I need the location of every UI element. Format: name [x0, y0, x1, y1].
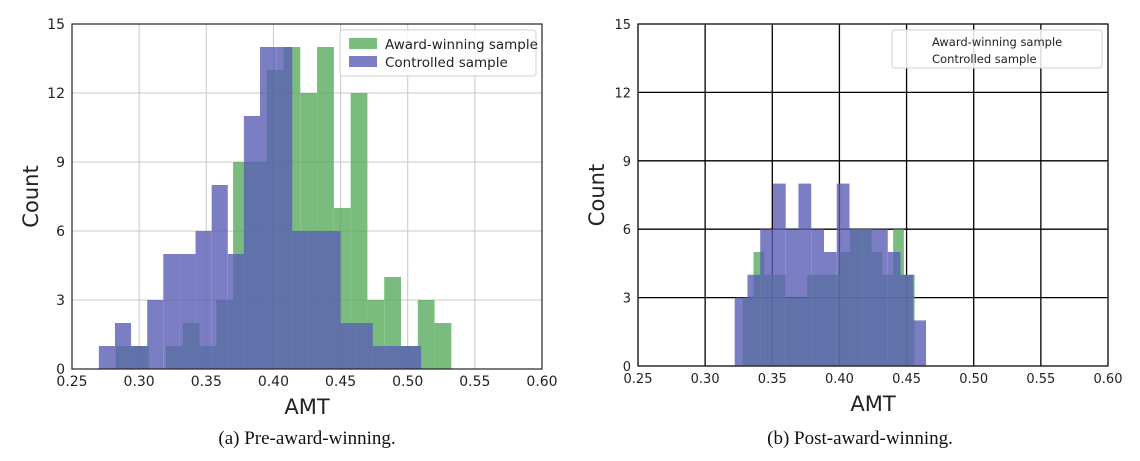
histogram-bar: [417, 300, 435, 369]
legend: Award-winning sample Controlled sample: [891, 29, 1103, 69]
x-tick-label: 0.35: [191, 374, 222, 390]
histogram-bar: [388, 346, 406, 369]
x-tick-label: 0.55: [459, 374, 490, 390]
histogram-bar: [405, 346, 422, 369]
histogram-bar: [227, 254, 244, 369]
legend: Award-winning sample Controlled sample: [339, 29, 538, 77]
histogram-bar: [849, 229, 863, 366]
x-tick-label: 0.45: [892, 372, 921, 387]
x-axis-label: AMT: [850, 392, 895, 416]
legend-label: Award-winning sample: [932, 35, 1062, 49]
y-tick-label: 0: [623, 360, 631, 375]
x-tick-label: 0.60: [1094, 372, 1123, 387]
y-tick-label: 3: [623, 292, 631, 307]
chart-pre-award: 0.25 0.30 0.35 0.40 0.45 0.50 0.55 0.60 0 3 6 9 12 15…: [19, 17, 558, 419]
histogram-bar: [875, 229, 888, 366]
legend-label: Award-winning sample: [385, 37, 538, 53]
x-tick-label: 0.40: [258, 374, 289, 390]
x-tick-label: 0.50: [959, 372, 988, 387]
histogram-bar: [114, 323, 132, 369]
histogram-bar: [747, 274, 761, 366]
histogram-bar: [131, 346, 148, 369]
histogram-bar: [340, 323, 357, 369]
histogram-bar: [862, 229, 876, 366]
histogram-bar: [195, 231, 212, 369]
histogram-bar: [823, 252, 837, 366]
caption-post-award: (b) Post-award-winning.: [767, 428, 953, 449]
histogram-bar: [356, 323, 373, 369]
legend-box: [339, 29, 537, 77]
chart-post-award: 0.25 0.30 0.35 0.40 0.45 0.50 0.55 0.60 0 3 6 9 12 15…: [585, 18, 1122, 416]
x-tick-label: 0.25: [624, 372, 653, 387]
y-tick-label: 12: [47, 86, 65, 102]
legend-box: [891, 29, 1103, 69]
histogram-bar: [324, 231, 341, 369]
legend-label: Controlled sample: [932, 52, 1037, 66]
histogram-bar: [163, 254, 180, 369]
histogram-bar: [785, 229, 799, 366]
histogram-bar: [211, 185, 228, 369]
x-tick-label: 0.50: [392, 374, 423, 390]
y-tick-label: 0: [56, 362, 65, 378]
histogram-bar: [772, 183, 786, 366]
series-controlled: [98, 47, 422, 369]
x-tick-label: 0.35: [758, 372, 787, 387]
histogram-bar: [276, 47, 293, 369]
x-tick-label: 0.40: [825, 372, 854, 387]
plot-frame: [637, 23, 1109, 367]
series-controlled: [734, 183, 927, 366]
legend-swatch: [349, 38, 377, 49]
legend-swatch: [349, 56, 377, 67]
y-tick-label: 9: [56, 155, 65, 171]
histogram-bar: [836, 183, 850, 366]
y-tick-label: 15: [47, 17, 65, 33]
y-tick-label: 15: [614, 18, 631, 33]
x-axis-label: AMT: [284, 395, 329, 419]
histogram-bar: [811, 229, 824, 366]
histogram-bar: [760, 229, 773, 366]
x-tick-label: 0.60: [526, 374, 557, 390]
histogram-bar: [308, 231, 325, 369]
y-tick-label: 3: [56, 293, 65, 309]
caption-pre-award: (a) Pre-award-winning.: [218, 428, 396, 449]
y-tick-label: 6: [623, 223, 631, 238]
histogram-bar: [98, 346, 115, 369]
y-tick-label: 12: [614, 86, 631, 101]
histogram-bar: [798, 183, 812, 366]
histogram-bar: [434, 323, 452, 369]
legend-label: Controlled sample: [385, 55, 508, 71]
histogram-bar: [179, 254, 196, 369]
y-tick-label: 6: [56, 224, 65, 240]
x-tick-label: 0.30: [691, 372, 720, 387]
x-tick-label: 0.30: [124, 374, 155, 390]
histogram-bar: [350, 93, 368, 369]
x-tick-label: 0.25: [56, 374, 87, 390]
histogram-bar: [372, 346, 389, 369]
plot-frame: [71, 23, 543, 370]
histogram-bar: [887, 252, 901, 366]
y-axis-label: Count: [19, 165, 43, 227]
histogram-bar: [260, 47, 277, 369]
x-tick-label: 0.45: [325, 374, 356, 390]
y-axis-label: Count: [585, 164, 609, 226]
histogram-bar: [243, 116, 260, 369]
y-tick-label: 9: [623, 155, 631, 170]
histogram-bar: [147, 300, 164, 369]
x-tick-label: 0.55: [1026, 372, 1055, 387]
histogram-bar: [734, 297, 748, 366]
histogram-bar: [900, 274, 914, 366]
histogram-bar: [292, 231, 309, 369]
histogram-bar: [913, 320, 927, 366]
